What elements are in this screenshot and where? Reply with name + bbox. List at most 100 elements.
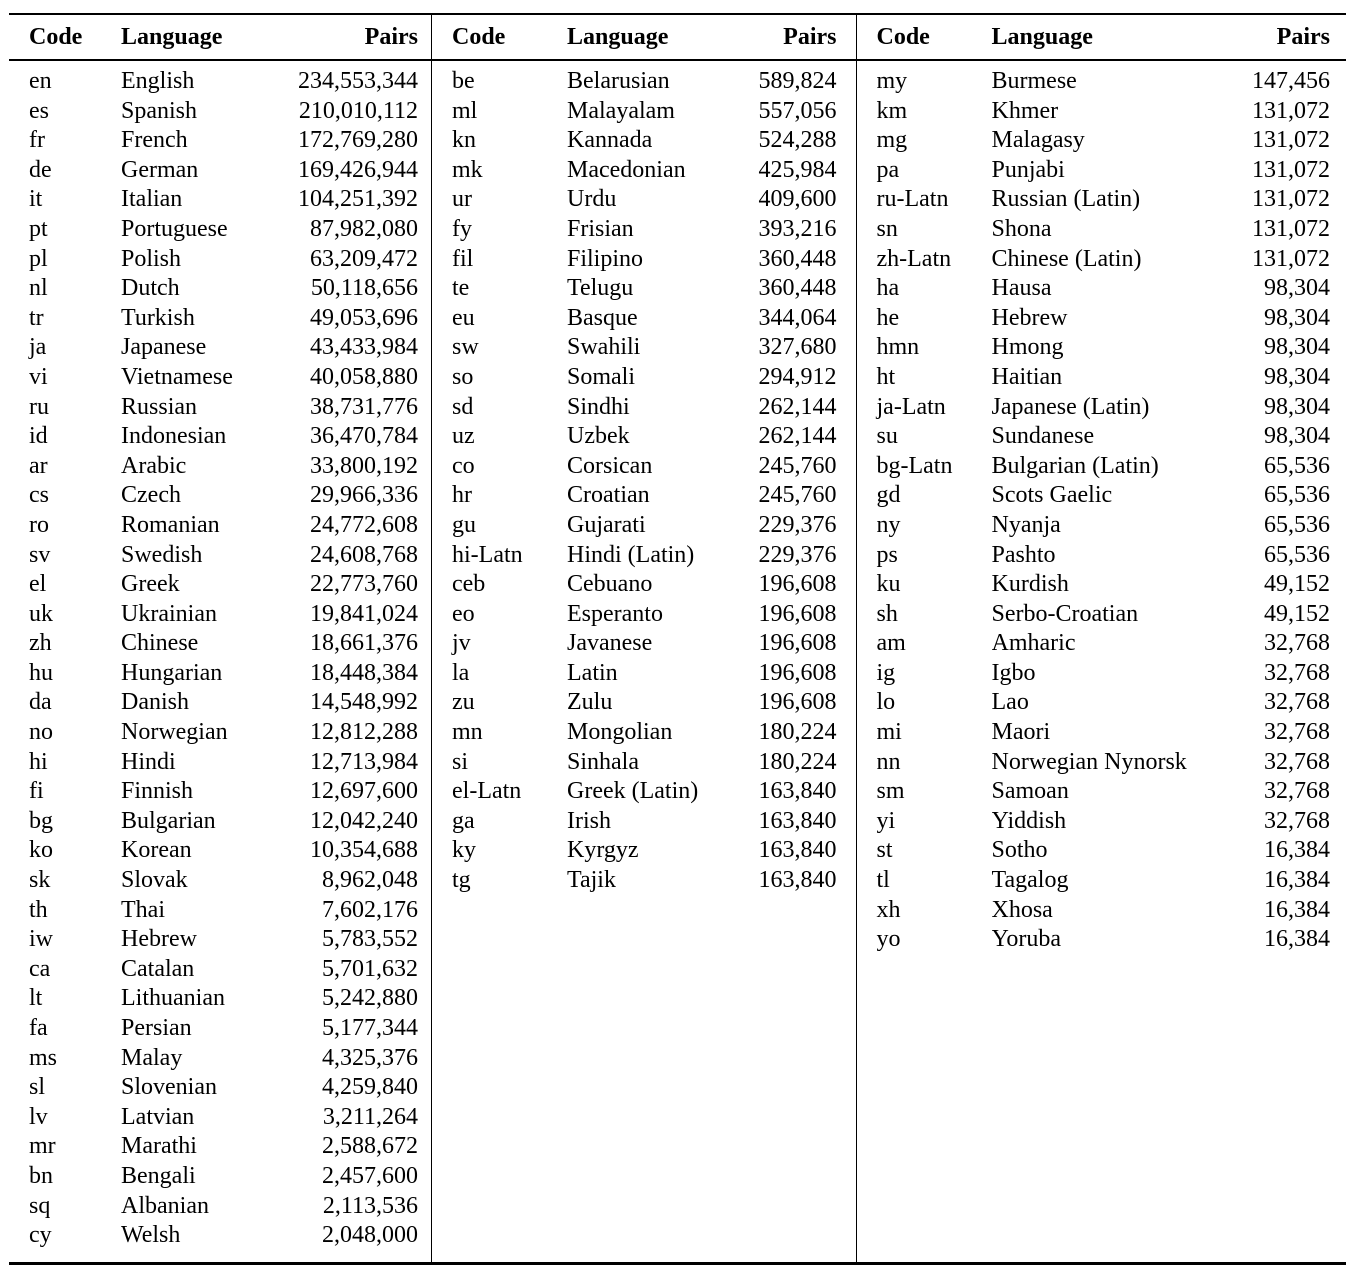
- cell-pairs: 32,768: [1264, 630, 1330, 657]
- cell-lang: Yoruba: [991, 926, 1062, 953]
- table-3: Code Language Pairs my Burmese 147,456 km Kh…: [856, 15, 1347, 955]
- cell-code: nn: [876, 748, 901, 775]
- table-row: fy Frisian 393,216: [432, 215, 856, 245]
- cell-lang: Albanian: [121, 1192, 209, 1219]
- cell-lang: Hausa: [991, 275, 1052, 302]
- table-row: zh-Latn Chinese (Latin) 131,072: [857, 245, 1347, 275]
- cell-lang: Nyanja: [991, 511, 1061, 538]
- cell-pairs: 147,456: [1252, 68, 1330, 94]
- column-header-code: Code: [9, 15, 121, 61]
- cell-pairs: 409,600: [758, 186, 837, 213]
- cell-pairs: 104,251,392: [298, 186, 418, 213]
- table-row: id Indonesian 36,470,784: [9, 422, 431, 452]
- table-row: ur Urdu 409,600: [432, 185, 856, 215]
- cell-lang: Yiddish: [991, 807, 1067, 834]
- cell-code: am: [876, 630, 906, 657]
- column-header-language: Language: [121, 15, 282, 61]
- cell-lang: Belarusian: [567, 68, 670, 94]
- cell-lang: Latin: [567, 659, 618, 686]
- table-section-2: Code Language Pairs be Belarusian 589,824 m…: [432, 15, 857, 1262]
- cell-lang: Sundanese: [991, 423, 1095, 450]
- cell-code: sn: [876, 215, 898, 242]
- cell-code: hu: [29, 659, 53, 686]
- cell-pairs: 5,242,880: [322, 985, 418, 1012]
- cell-code: iw: [29, 926, 53, 953]
- cell-pairs: 196,608: [758, 689, 837, 716]
- cell-code: da: [29, 689, 52, 716]
- cell-pairs: 172,769,280: [298, 127, 418, 154]
- cell-pairs: 131,072: [1252, 97, 1330, 124]
- cell-code: pt: [29, 215, 48, 242]
- cell-lang: Marathi: [121, 1133, 197, 1160]
- table-row: ceb Cebuano 196,608: [432, 570, 856, 600]
- cell-code: fi: [29, 778, 44, 805]
- cell-lang: Basque: [567, 304, 638, 331]
- table-row: fil Filipino 360,448: [432, 245, 856, 275]
- table-row: nl Dutch 50,118,656: [9, 274, 431, 304]
- cell-pairs: 196,608: [758, 600, 837, 627]
- table-row: it Italian 104,251,392: [9, 185, 431, 215]
- cell-pairs: 2,048,000: [322, 1222, 418, 1249]
- cell-lang: Zulu: [567, 689, 613, 716]
- cell-pairs: 40,058,880: [310, 363, 418, 390]
- table-row: ny Nyanja 65,536: [857, 511, 1347, 541]
- cell-code: sd: [452, 393, 474, 420]
- cell-lang: Welsh: [121, 1222, 181, 1249]
- cell-code: sm: [876, 778, 905, 805]
- cell-code: it: [29, 186, 43, 213]
- cell-lang: Filipino: [567, 245, 644, 272]
- table-row: su Sundanese 98,304: [857, 422, 1347, 452]
- table-row: el Greek 22,773,760: [9, 570, 431, 600]
- column-header-language: Language: [991, 15, 1240, 61]
- table-row: am Amharic 32,768: [857, 629, 1347, 659]
- cell-lang: Punjabi: [991, 156, 1065, 183]
- cell-lang: English: [121, 68, 195, 94]
- cell-lang: Danish: [121, 689, 189, 716]
- cell-lang: Somali: [567, 363, 636, 390]
- cell-code: ha: [876, 275, 900, 302]
- cell-pairs: 98,304: [1264, 423, 1330, 450]
- cell-code: nl: [29, 275, 48, 302]
- table-row: co Corsican 245,760: [432, 452, 856, 482]
- table-row: sk Slovak 8,962,048: [9, 866, 431, 896]
- cell-pairs: 50,118,656: [310, 275, 418, 302]
- table-row: yo Yoruba 16,384: [857, 925, 1347, 955]
- cell-lang: Polish: [121, 245, 182, 272]
- table-row: zu Zulu 196,608: [432, 688, 856, 718]
- cell-pairs: 16,384: [1264, 926, 1330, 953]
- cell-lang: Malayalam: [567, 97, 675, 124]
- cell-pairs: 5,701,632: [322, 955, 418, 982]
- cell-lang: Mongolian: [567, 719, 673, 746]
- cell-code: sw: [452, 334, 479, 361]
- cell-pairs: 18,661,376: [310, 630, 418, 657]
- cell-code: lv: [29, 1103, 48, 1130]
- cell-code: xh: [876, 896, 901, 923]
- cell-code: th: [29, 896, 48, 923]
- header-row: Code Language Pairs: [9, 15, 431, 61]
- cell-pairs: 229,376: [758, 511, 837, 538]
- table-row: ko Korean 10,354,688: [9, 836, 431, 866]
- table-row: sd Sindhi 262,144: [432, 393, 856, 423]
- cell-code: ps: [876, 541, 898, 568]
- cell-code: ko: [29, 837, 53, 864]
- table-row: la Latin 196,608: [432, 659, 856, 689]
- table-row: sv Swedish 24,608,768: [9, 541, 431, 571]
- table-row: sn Shona 131,072: [857, 215, 1347, 245]
- cell-code: ceb: [452, 571, 486, 598]
- cell-code: gd: [876, 482, 901, 509]
- cell-pairs: 169,426,944: [298, 156, 418, 183]
- cell-code: sv: [29, 541, 51, 568]
- table-row: si Sinhala 180,224: [432, 748, 856, 778]
- table-body-2: be Belarusian 589,824 ml Malayalam 557,056 kn K…: [432, 60, 856, 896]
- table-row: ku Kurdish 49,152: [857, 570, 1347, 600]
- cell-pairs: 33,800,192: [310, 452, 418, 479]
- table-row: cy Welsh 2,048,000: [9, 1221, 431, 1251]
- cell-code: ru: [29, 393, 49, 420]
- table-row: ca Catalan 5,701,632: [9, 955, 431, 985]
- cell-pairs: 32,768: [1264, 748, 1330, 775]
- table-row: da Danish 14,548,992: [9, 688, 431, 718]
- cell-pairs: 131,072: [1252, 245, 1330, 272]
- table-row: mi Maori 32,768: [857, 718, 1347, 748]
- cell-pairs: 196,608: [758, 630, 837, 657]
- cell-code: zh-Latn: [876, 245, 952, 272]
